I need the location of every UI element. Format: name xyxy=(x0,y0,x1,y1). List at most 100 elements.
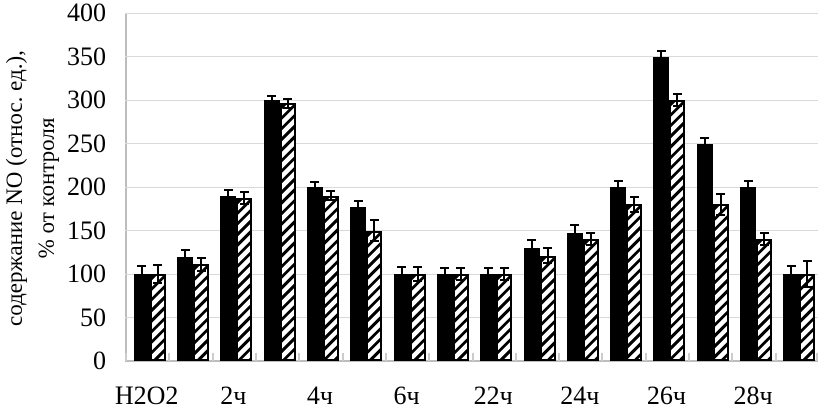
bar-solid xyxy=(653,56,670,361)
bar-hatched xyxy=(236,198,253,361)
error-bar xyxy=(413,266,423,282)
category-tick xyxy=(558,353,561,361)
error-bar-stem xyxy=(530,239,533,257)
error-bar-cap-top xyxy=(153,263,163,266)
error-bar-cap-top xyxy=(397,266,407,269)
error-bar-cap-bottom xyxy=(786,280,796,283)
error-bar-stem xyxy=(270,94,273,106)
x-axis-label: 4ч xyxy=(306,381,333,410)
gridline xyxy=(125,56,818,57)
error-bar xyxy=(613,180,623,194)
error-bar-stem xyxy=(763,232,766,247)
error-bar xyxy=(153,263,163,285)
bar-solid xyxy=(566,233,583,361)
error-bar-cap-bottom xyxy=(413,279,423,282)
error-bar-cap-top xyxy=(283,98,293,101)
bar-solid xyxy=(610,187,627,361)
error-bar-stem xyxy=(400,266,403,282)
error-bar xyxy=(196,256,206,273)
error-bar-stem xyxy=(633,195,636,214)
error-bar-cap-bottom xyxy=(586,244,596,247)
bar-solid xyxy=(177,256,193,361)
bar-hatched xyxy=(366,230,383,361)
error-bar-cap-bottom xyxy=(353,211,363,214)
error-bar xyxy=(586,232,596,247)
error-bar-cap-top xyxy=(786,265,796,268)
error-bar-stem xyxy=(243,191,246,206)
error-bar-stem xyxy=(617,180,620,194)
error-bar-cap-bottom xyxy=(656,60,666,63)
category-tick xyxy=(644,353,647,361)
error-bar-cap-bottom xyxy=(397,279,407,282)
error-bar-stem xyxy=(286,98,289,109)
error-bar-cap-bottom xyxy=(629,211,639,214)
error-bar xyxy=(353,200,363,214)
error-bar-stem xyxy=(200,256,202,273)
error-bar-cap-bottom xyxy=(310,191,320,194)
bar-solid xyxy=(436,274,453,361)
category-tick xyxy=(341,353,344,361)
bar-hatched xyxy=(149,274,166,361)
error-bar-cap-bottom xyxy=(326,198,336,201)
gridline xyxy=(125,12,818,14)
error-bar-cap-top xyxy=(802,260,812,263)
x-axis-label: 22ч xyxy=(473,381,513,410)
y-axis-tick-label: 150 xyxy=(67,215,106,245)
bar-solid xyxy=(523,247,540,361)
category-tick xyxy=(168,353,171,361)
error-bar-stem xyxy=(546,247,549,265)
error-bar-cap-top xyxy=(656,50,666,53)
error-bar-cap-top xyxy=(440,267,450,270)
category-tick xyxy=(298,353,301,361)
error-bar-stem xyxy=(184,248,186,265)
bar-hatched xyxy=(756,239,773,361)
error-bar-stem xyxy=(313,180,316,194)
y-axis-tick-label: 300 xyxy=(67,85,106,114)
y-axis-tick-label: 100 xyxy=(67,259,106,288)
bar-hatched xyxy=(409,274,426,361)
gridline xyxy=(125,143,818,144)
error-bar xyxy=(397,266,407,282)
error-bar xyxy=(802,260,812,288)
error-bar-cap-top xyxy=(353,200,363,203)
category-tick xyxy=(254,353,257,361)
error-bar xyxy=(223,188,233,203)
gridline xyxy=(125,317,818,318)
x-axis-line xyxy=(125,360,818,362)
error-bar-cap-bottom xyxy=(570,239,580,242)
error-bar xyxy=(283,98,293,109)
error-bar xyxy=(180,248,190,265)
error-bar-stem xyxy=(140,265,143,283)
error-bar-cap-bottom xyxy=(759,244,769,247)
error-bar-cap-bottom xyxy=(440,278,450,281)
gridline xyxy=(125,273,818,275)
error-bar-cap-top xyxy=(499,267,509,270)
bar-solid xyxy=(740,187,757,361)
bar-hatched xyxy=(582,239,599,361)
error-bar xyxy=(570,224,580,242)
error-bar-cap-bottom xyxy=(456,278,466,281)
category-tick xyxy=(428,353,431,361)
x-axis-label: 6ч xyxy=(393,381,420,410)
error-bar xyxy=(743,180,753,194)
error-bar-stem xyxy=(487,267,490,281)
error-bar-cap-top xyxy=(239,191,249,194)
category-tick xyxy=(384,353,387,361)
y-axis-tick-label: 350 xyxy=(67,41,106,71)
x-axis-label: 26ч xyxy=(646,381,686,410)
error-bar xyxy=(267,94,277,106)
error-bar-cap-bottom xyxy=(137,280,147,283)
error-bar xyxy=(456,267,466,281)
bar-hatched xyxy=(322,195,339,361)
error-bar-cap-top xyxy=(369,219,379,222)
error-bar xyxy=(759,232,769,247)
error-bar-cap-bottom xyxy=(223,200,233,203)
error-bar xyxy=(310,180,320,194)
plot-area xyxy=(125,12,818,362)
error-bar-cap-top xyxy=(629,195,639,198)
bar-solid xyxy=(350,207,367,361)
error-bar xyxy=(440,267,450,281)
y-axis-tick-label: 250 xyxy=(67,128,106,158)
bar-hatched xyxy=(712,204,729,361)
bar-solid xyxy=(133,274,150,361)
